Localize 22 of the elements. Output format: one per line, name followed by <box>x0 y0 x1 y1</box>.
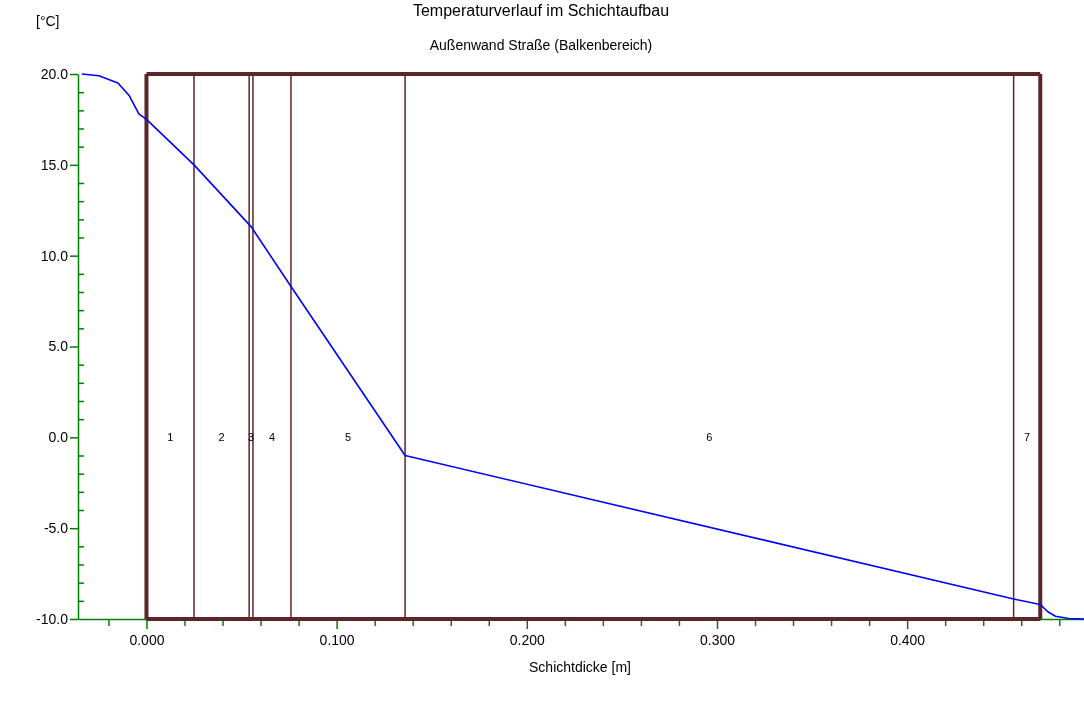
annotation: 1 <box>167 431 174 444</box>
annotation: 4 <box>268 431 276 444</box>
annotation: 2 <box>218 431 225 444</box>
y-axis-title: [°C] <box>36 13 60 29</box>
y-tick-label: 5.0 <box>48 338 69 355</box>
chart-title: Temperaturverlauf im Schichtaufbau <box>412 2 670 19</box>
annotation: 7 <box>1023 431 1031 444</box>
x-tick-label: 0.300 <box>699 631 736 648</box>
y-tick-label: 0.0 <box>48 429 69 446</box>
x-axis-title: Schichtdicke [m] <box>529 659 631 675</box>
y-tick-label: -5.0 <box>43 520 69 537</box>
x-tick-label: 0.000 <box>129 631 165 648</box>
annotation: 6 <box>706 431 713 444</box>
y-tick-label: 20.0 <box>40 65 69 82</box>
x-tick-label: 0.100 <box>319 631 355 648</box>
y-tick-label: 15.0 <box>40 156 69 173</box>
x-tick-label: 0.200 <box>509 631 546 648</box>
y-tick-label: 10.0 <box>40 247 69 264</box>
y-tick-label: -10.0 <box>36 610 69 627</box>
annotation: 5 <box>344 431 352 444</box>
chart-subtitle: Außenwand Straße (Balkenbereich) <box>429 37 653 53</box>
x-tick-label: 0.400 <box>890 631 926 648</box>
